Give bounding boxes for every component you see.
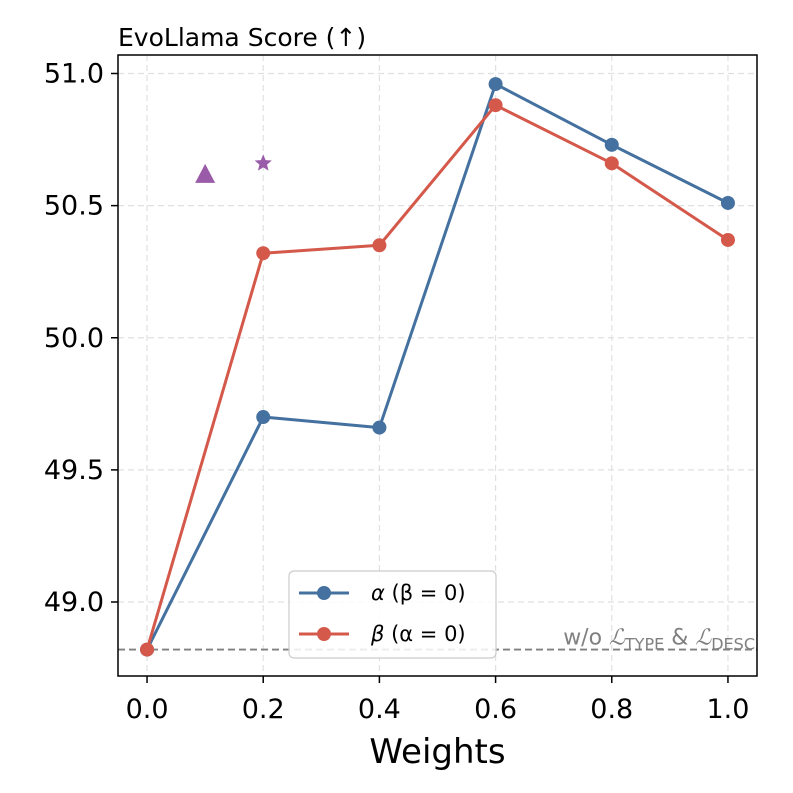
x-tick-label: 1.0 — [706, 694, 749, 725]
legend-paren: (α = 0) — [384, 622, 465, 646]
x-tick-label: 0.6 — [474, 694, 517, 725]
y-tick-label: 49.0 — [44, 587, 104, 618]
legend-entry-alpha: α (β = 0) — [299, 581, 466, 605]
legend: α (β = 0)β (α = 0) — [288, 570, 497, 659]
legend-entry-beta: β (α = 0) — [299, 622, 466, 646]
y-tick-label: 50.0 — [44, 323, 104, 354]
x-tick-label: 0.4 — [358, 694, 401, 725]
legend-label-beta: β (α = 0) — [370, 622, 466, 646]
data-point-beta — [372, 238, 387, 253]
x-tick-label: 0.0 — [126, 694, 169, 725]
legend-paren: (β = 0) — [385, 581, 466, 605]
plot-frame — [117, 54, 758, 677]
extra-points — [195, 154, 272, 183]
data-point-beta — [604, 156, 619, 171]
star-point — [254, 154, 272, 171]
chart-title: EvoLlama Score (↑) — [118, 23, 366, 52]
y-tick-label: 51.0 — [44, 58, 104, 89]
legend-marker-beta — [317, 627, 331, 641]
legend-marker-alpha — [317, 586, 331, 600]
data-point-alpha — [488, 77, 503, 92]
axes: 0.0 0.2 0.4 0.6 0.8 1.0 49.0 49.5 50.0 50.5 51.0 — [44, 54, 758, 725]
data-point-beta — [140, 642, 155, 657]
series-line-alpha — [145, 82, 729, 651]
series-line-beta — [145, 103, 729, 650]
data-point-alpha — [256, 410, 271, 425]
x-axis-title: Weights — [369, 732, 505, 772]
data-point-alpha — [720, 195, 735, 210]
x-tick-label: 0.2 — [242, 694, 285, 725]
series-beta — [140, 98, 735, 657]
legend-symbol: α — [371, 581, 385, 605]
y-tick-label: 50.5 — [44, 191, 104, 222]
legend-symbol: β — [370, 622, 384, 646]
data-point-beta — [720, 232, 735, 247]
legend-label-alpha: α (β = 0) — [371, 581, 466, 605]
series — [140, 77, 735, 657]
y-tick-label: 49.5 — [44, 455, 104, 486]
data-point-beta — [488, 98, 503, 113]
data-point-beta — [256, 246, 271, 261]
data-point-alpha — [604, 137, 619, 152]
triangle-point — [195, 163, 216, 183]
data-point-alpha — [372, 420, 387, 435]
baseline-label: w/o ℒTYPE & ℒDESC — [563, 626, 755, 654]
x-tick-label: 0.8 — [590, 694, 633, 725]
